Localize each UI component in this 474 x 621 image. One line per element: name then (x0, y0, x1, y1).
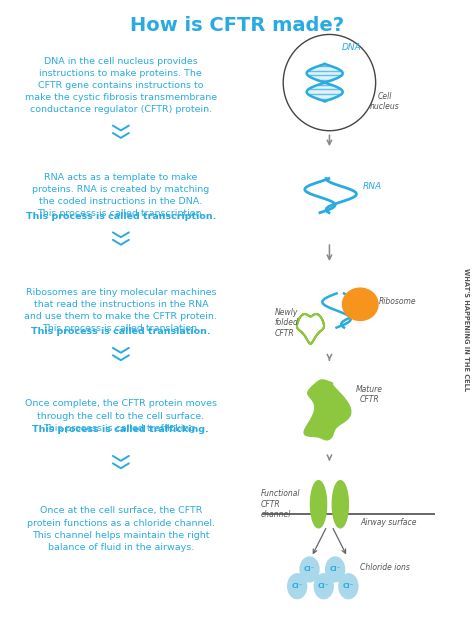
Text: RNA acts as a template to make
proteins. RNA is created by matching
the coded in: RNA acts as a template to make proteins.… (32, 173, 210, 219)
Polygon shape (310, 481, 327, 528)
Text: Cl⁻: Cl⁻ (304, 566, 315, 573)
Text: Cl⁻: Cl⁻ (292, 583, 303, 589)
Ellipse shape (342, 288, 378, 320)
Circle shape (288, 574, 307, 599)
Text: This process is called translation.: This process is called translation. (31, 327, 210, 335)
Text: Airway surface: Airway surface (360, 518, 417, 527)
Text: This process is called trafficking.: This process is called trafficking. (33, 425, 209, 434)
Circle shape (300, 557, 319, 582)
Text: Once at the cell surface, the CFTR
protein functions as a chloride channel.
This: Once at the cell surface, the CFTR prote… (27, 506, 215, 552)
Text: Ribosomes are tiny molecular machines
that read the instructions in the RNA
and : Ribosomes are tiny molecular machines th… (25, 288, 217, 333)
Text: RNA: RNA (363, 182, 382, 191)
Text: Functional
CFTR
channel: Functional CFTR channel (261, 489, 300, 519)
Text: DNA in the cell nucleus provides
instructions to make proteins. The
CFTR gene co: DNA in the cell nucleus provides instruc… (25, 57, 217, 114)
Text: Mature
CFTR: Mature CFTR (356, 384, 383, 404)
Circle shape (326, 557, 345, 582)
Circle shape (339, 574, 358, 599)
Text: Cl⁻: Cl⁻ (329, 566, 341, 573)
Text: Cl⁻: Cl⁻ (318, 583, 329, 589)
Text: How is CFTR made?: How is CFTR made? (130, 16, 344, 35)
Text: Cell
nucleus: Cell nucleus (370, 91, 400, 111)
Text: WHAT'S HAPPENING IN THE CELL: WHAT'S HAPPENING IN THE CELL (464, 268, 469, 391)
Text: This process is called transcription.: This process is called transcription. (26, 212, 216, 220)
Text: Chloride ions: Chloride ions (360, 563, 410, 572)
Text: Ribosome: Ribosome (379, 297, 417, 306)
Polygon shape (332, 481, 348, 528)
Text: Cl⁻: Cl⁻ (343, 583, 354, 589)
Circle shape (314, 574, 333, 599)
Text: Once complete, the CFTR protein moves
through the cell to the cell surface.
This: Once complete, the CFTR protein moves th… (25, 399, 217, 433)
Text: DNA: DNA (341, 43, 361, 52)
Text: Newly
folded
CFTR: Newly folded CFTR (275, 308, 299, 338)
Polygon shape (304, 380, 351, 440)
